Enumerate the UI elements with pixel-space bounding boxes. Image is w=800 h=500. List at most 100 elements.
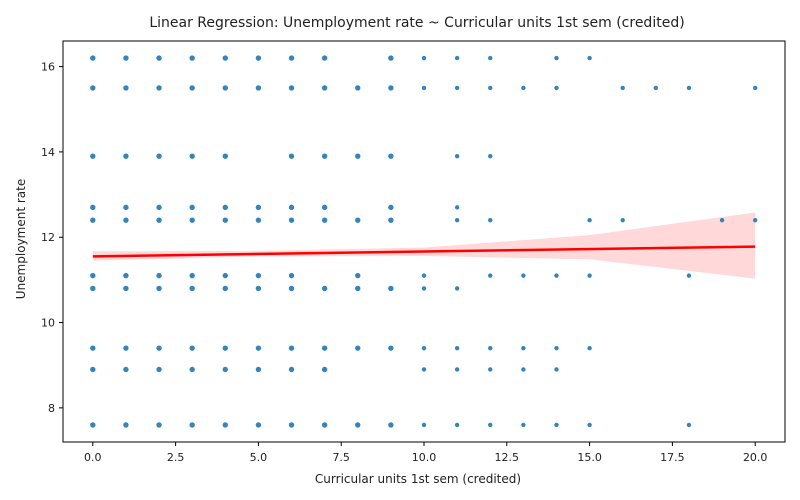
data-point	[421, 422, 427, 428]
data-point	[255, 217, 262, 223]
data-point	[189, 422, 195, 428]
data-point	[288, 366, 295, 373]
data-point	[521, 273, 526, 278]
data-point	[388, 85, 394, 91]
data-point	[222, 345, 228, 351]
data-point	[90, 345, 96, 351]
confidence-band	[92, 212, 756, 279]
data-point	[355, 345, 361, 351]
data-point	[454, 286, 460, 291]
data-point	[189, 366, 195, 373]
data-point	[255, 85, 262, 91]
data-point	[620, 217, 625, 223]
data-point	[255, 345, 262, 351]
data-point	[488, 367, 493, 372]
data-point	[156, 422, 162, 428]
data-point	[123, 345, 129, 351]
x-axis-ticks: 0.0 2.5 5.0 7.5 10.0 12.5 15.0 17.5 20.0	[84, 442, 767, 464]
data-point	[123, 85, 129, 91]
data-point	[554, 367, 559, 372]
data-point	[521, 85, 526, 91]
data-point	[388, 204, 394, 211]
data-point	[752, 217, 758, 223]
data-point	[388, 422, 394, 428]
x-axis-label: Curricular units 1st sem (credited)	[315, 472, 521, 486]
chart-title: Linear Regression: Unemployment rate ~ C…	[149, 15, 684, 31]
data-point	[488, 273, 493, 278]
data-point	[288, 422, 295, 428]
data-point	[554, 422, 559, 428]
data-point	[388, 55, 394, 61]
y-tick-label: 14	[41, 146, 55, 159]
data-point	[355, 217, 361, 223]
data-point	[156, 85, 162, 91]
data-point	[189, 285, 195, 292]
data-point	[90, 217, 96, 223]
data-point	[156, 366, 162, 373]
data-point	[123, 366, 129, 373]
data-point	[222, 285, 228, 292]
x-tick-label: 20.0	[743, 451, 768, 464]
data-point	[454, 55, 460, 61]
data-point	[587, 217, 592, 223]
data-point	[554, 55, 559, 61]
data-point	[421, 85, 427, 91]
data-point	[123, 217, 129, 223]
y-tick-label: 8	[48, 402, 55, 415]
data-point	[587, 55, 592, 61]
data-point	[288, 153, 295, 159]
regression-line	[92, 245, 756, 258]
data-point	[421, 367, 427, 372]
data-point	[321, 366, 328, 373]
data-point	[255, 55, 262, 61]
data-point	[288, 217, 295, 223]
data-point	[156, 272, 162, 279]
data-point	[454, 367, 460, 372]
y-tick-label: 10	[41, 317, 55, 330]
y-axis-ticks: 8 10 12 14 16	[41, 61, 63, 415]
y-tick-label: 12	[41, 231, 55, 244]
x-tick-label: 0.0	[84, 451, 102, 464]
data-point	[587, 422, 592, 428]
y-axis-label: Unemployment rate	[14, 179, 28, 299]
data-point	[156, 217, 162, 223]
x-tick-label: 5.0	[250, 451, 268, 464]
data-point	[222, 204, 228, 211]
data-point	[521, 367, 526, 372]
data-point	[222, 153, 228, 159]
plot-layer	[90, 55, 758, 428]
data-point	[189, 272, 195, 279]
data-point	[90, 153, 96, 159]
x-tick-label: 10.0	[412, 451, 437, 464]
data-point	[355, 422, 361, 428]
data-point	[355, 272, 361, 279]
data-point	[288, 204, 295, 211]
data-point	[255, 204, 262, 211]
data-point	[653, 85, 659, 91]
points-layer	[90, 55, 758, 428]
data-point	[288, 345, 295, 351]
data-point	[752, 85, 758, 91]
data-point	[388, 345, 394, 351]
data-point	[288, 85, 295, 91]
data-point	[90, 204, 96, 211]
data-point	[90, 55, 96, 61]
data-point	[123, 272, 129, 279]
data-point	[156, 55, 162, 61]
data-point	[488, 153, 493, 159]
data-point	[554, 273, 559, 278]
x-tick-label: 15.0	[577, 451, 602, 464]
data-point	[189, 345, 195, 351]
data-point	[488, 55, 493, 61]
data-point	[156, 204, 162, 211]
data-point	[90, 366, 96, 373]
data-point	[321, 217, 328, 223]
x-tick-label: 17.5	[660, 451, 685, 464]
data-point	[222, 85, 228, 91]
data-point	[686, 422, 692, 428]
data-point	[123, 422, 129, 428]
data-point	[189, 85, 195, 91]
data-point	[587, 345, 592, 351]
data-point	[554, 345, 559, 351]
